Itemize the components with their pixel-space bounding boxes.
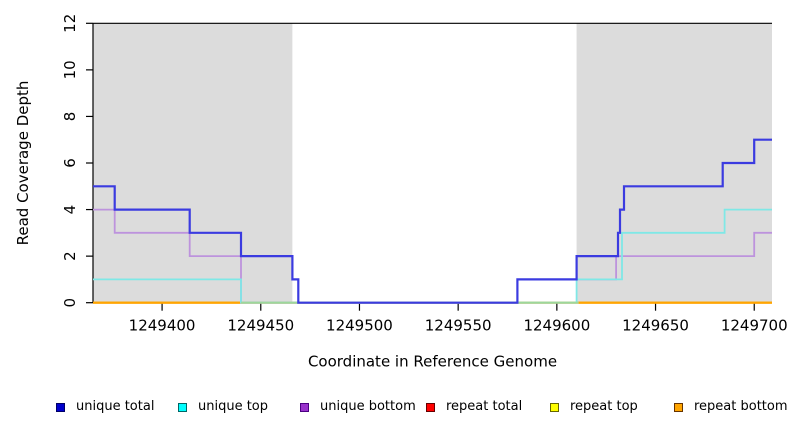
x-tick-label: 1249550: [425, 317, 492, 335]
x-tick-label: 1249700: [721, 317, 788, 335]
legend-label: unique bottom: [320, 399, 416, 414]
x-tick-label: 1249450: [227, 317, 294, 335]
legend-item-repeat-total: repeat total: [426, 396, 522, 418]
y-tick-label: 6: [61, 158, 79, 168]
y-tick-label: 0: [61, 298, 79, 308]
y-tick-label: 12: [61, 14, 79, 33]
legend-item-repeat-top: repeat top: [550, 396, 638, 418]
y-tick-label: 2: [61, 251, 79, 261]
legend-label: unique top: [198, 399, 269, 414]
legend-swatch-unique-bottom-icon: [300, 402, 309, 412]
coverage-chart: 0 2 4 6 8 10 12 1249400 1249450 1249500 1249550 124…: [14, 14, 788, 371]
chart-legend: unique total unique top unique bottom repea…: [0, 396, 792, 418]
x-tick-label: 1249650: [622, 317, 689, 335]
legend-item-unique-total: unique total: [56, 396, 154, 418]
legend-swatch-repeat-bottom-icon: [674, 402, 683, 412]
y-axis-title: Read Coverage Depth: [14, 81, 32, 246]
legend-label: unique total: [76, 399, 155, 414]
y-tick-label: 4: [61, 205, 79, 215]
y-tick-label: 10: [61, 60, 79, 79]
legend-swatch-repeat-top-icon: [550, 402, 559, 412]
x-tick-label: 1249600: [523, 317, 590, 335]
legend-label: repeat bottom: [694, 399, 788, 414]
legend-label: repeat top: [570, 399, 638, 414]
repeat-region-band-0: [93, 23, 293, 303]
legend-item-unique-top: unique top: [178, 396, 268, 418]
legend-swatch-unique-top-icon: [178, 402, 187, 412]
x-tick-label: 1249400: [129, 317, 196, 335]
x-axis-title: Coordinate in Reference Genome: [308, 353, 557, 371]
legend-swatch-repeat-total-icon: [426, 402, 435, 412]
legend-label: repeat total: [446, 399, 523, 414]
y-tick-label: 8: [61, 112, 79, 122]
series-unique-total-line: [93, 138, 772, 304]
legend-swatch-unique-total-icon: [56, 402, 65, 412]
x-tick-label: 1249500: [326, 317, 393, 335]
legend-item-repeat-bottom: repeat bottom: [674, 396, 788, 418]
series-unique-top-line: [93, 208, 772, 304]
legend-item-unique-bottom: unique bottom: [300, 396, 416, 418]
